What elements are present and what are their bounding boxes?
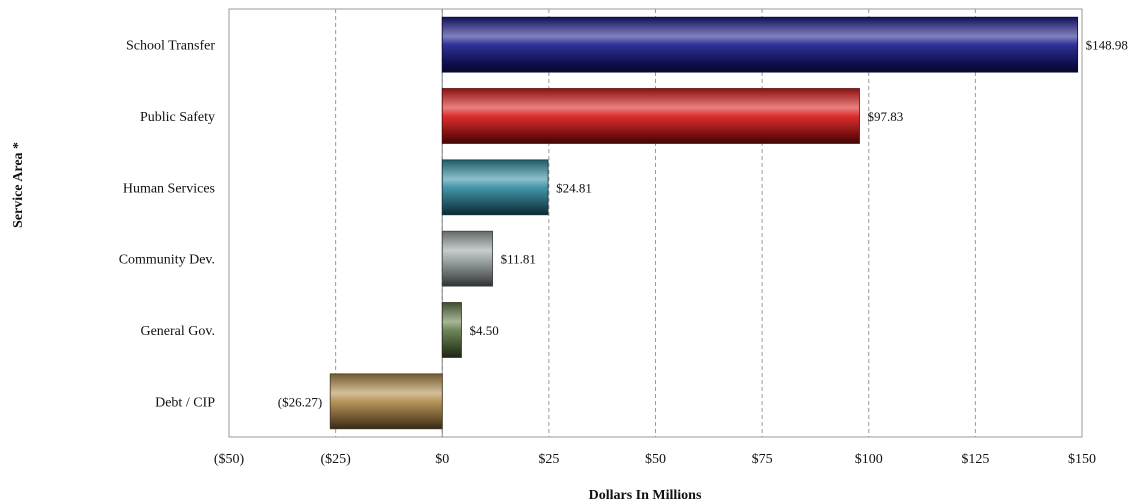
value-label: $97.83: [867, 109, 903, 124]
gridlines: [335, 9, 976, 437]
x-tick-label: $50: [645, 452, 666, 467]
category-label: Community Dev.: [119, 253, 215, 268]
category-label: Debt / CIP: [155, 395, 215, 410]
bar: [441, 159, 549, 216]
bars: [329, 16, 1079, 430]
x-tick-label: $25: [538, 452, 559, 467]
value-label: $24.81: [556, 180, 592, 195]
value-label: $4.50: [469, 323, 498, 338]
x-tick-label: $0: [435, 452, 449, 467]
value-label: $148.98: [1086, 38, 1128, 53]
x-tick-label: $100: [855, 452, 883, 467]
value-label: $11.81: [501, 252, 536, 267]
bar: [329, 373, 443, 430]
value-labels: $148.98 $97.83 $24.81 $11.81 $4.50 ($26.27): [278, 38, 1128, 410]
bar: [441, 16, 1079, 73]
category-label: Public Safety: [140, 110, 215, 125]
x-tick-label: ($50): [214, 452, 245, 467]
category-label: Human Services: [123, 181, 215, 196]
category-labels: School Transfer Public Safety Human Servic…: [119, 39, 216, 411]
category-label: School Transfer: [126, 39, 215, 54]
value-label: ($26.27): [278, 394, 322, 409]
x-tick-label: $75: [752, 452, 773, 467]
bar: [441, 230, 494, 287]
x-axis-title: Dollars In Millions: [589, 488, 702, 503]
y-axis-title: Service Area *: [11, 142, 26, 228]
x-tick-label: $150: [1068, 452, 1096, 467]
x-tick-label: $125: [961, 452, 989, 467]
x-tick-label: ($25): [320, 452, 351, 467]
bar: [441, 88, 860, 144]
bar: [441, 302, 462, 358]
x-tick-labels: ($50) ($25) $0 $25 $50 $75 $100 $125 $150: [214, 452, 1096, 467]
category-label: General Gov.: [140, 324, 215, 339]
